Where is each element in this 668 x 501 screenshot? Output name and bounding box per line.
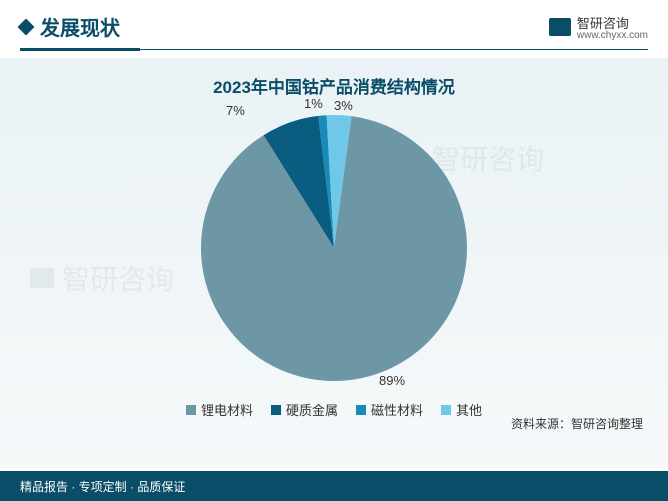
pie-chart: 89%7%1%3%	[194, 108, 474, 388]
pie-svg	[194, 108, 474, 388]
footer-left: 精品报告 · 专项定制 · 品质保证	[20, 478, 185, 495]
slice-percent-label: 1%	[304, 96, 323, 111]
logo-block: 智研咨询 www.chyxx.com	[577, 13, 648, 41]
legend-marker	[441, 405, 451, 415]
legend-item: 硬质金属	[271, 400, 338, 419]
header-left: 发展现状	[20, 12, 120, 41]
legend-item: 锂电材料	[186, 400, 253, 419]
header: 发展现状 智研咨询 www.chyxx.com	[0, 0, 668, 49]
legend-marker	[186, 405, 196, 415]
footer-bar: 精品报告 · 专项定制 · 品质保证	[0, 471, 668, 501]
chart-area: 2023年中国钴产品消费结构情况 智研咨询 智研咨询 89%7%1%3% 锂电材…	[0, 58, 668, 468]
legend-marker	[271, 405, 281, 415]
slice-percent-label: 89%	[379, 373, 405, 388]
legend-marker	[356, 405, 366, 415]
diamond-icon	[18, 18, 35, 35]
legend-label: 磁性材料	[371, 400, 423, 419]
logo-icon	[549, 18, 571, 36]
legend-label: 锂电材料	[201, 400, 253, 419]
chart-title: 2023年中国钴产品消费结构情况	[30, 73, 638, 98]
header-divider	[20, 49, 648, 50]
watermark-icon	[30, 268, 54, 288]
legend-item: 其他	[441, 400, 482, 419]
legend-label: 硬质金属	[286, 400, 338, 419]
watermark: 智研咨询	[30, 258, 174, 298]
slice-percent-label: 3%	[334, 98, 353, 113]
slice-percent-label: 7%	[226, 103, 245, 118]
header-title: 发展现状	[40, 12, 120, 41]
brand-url: www.chyxx.com	[577, 30, 648, 41]
legend-label: 其他	[456, 400, 482, 419]
legend-item: 磁性材料	[356, 400, 423, 419]
source-text: 资料来源：智研咨询整理	[511, 415, 643, 432]
brand-logo: 智研咨询 www.chyxx.com	[549, 13, 648, 41]
